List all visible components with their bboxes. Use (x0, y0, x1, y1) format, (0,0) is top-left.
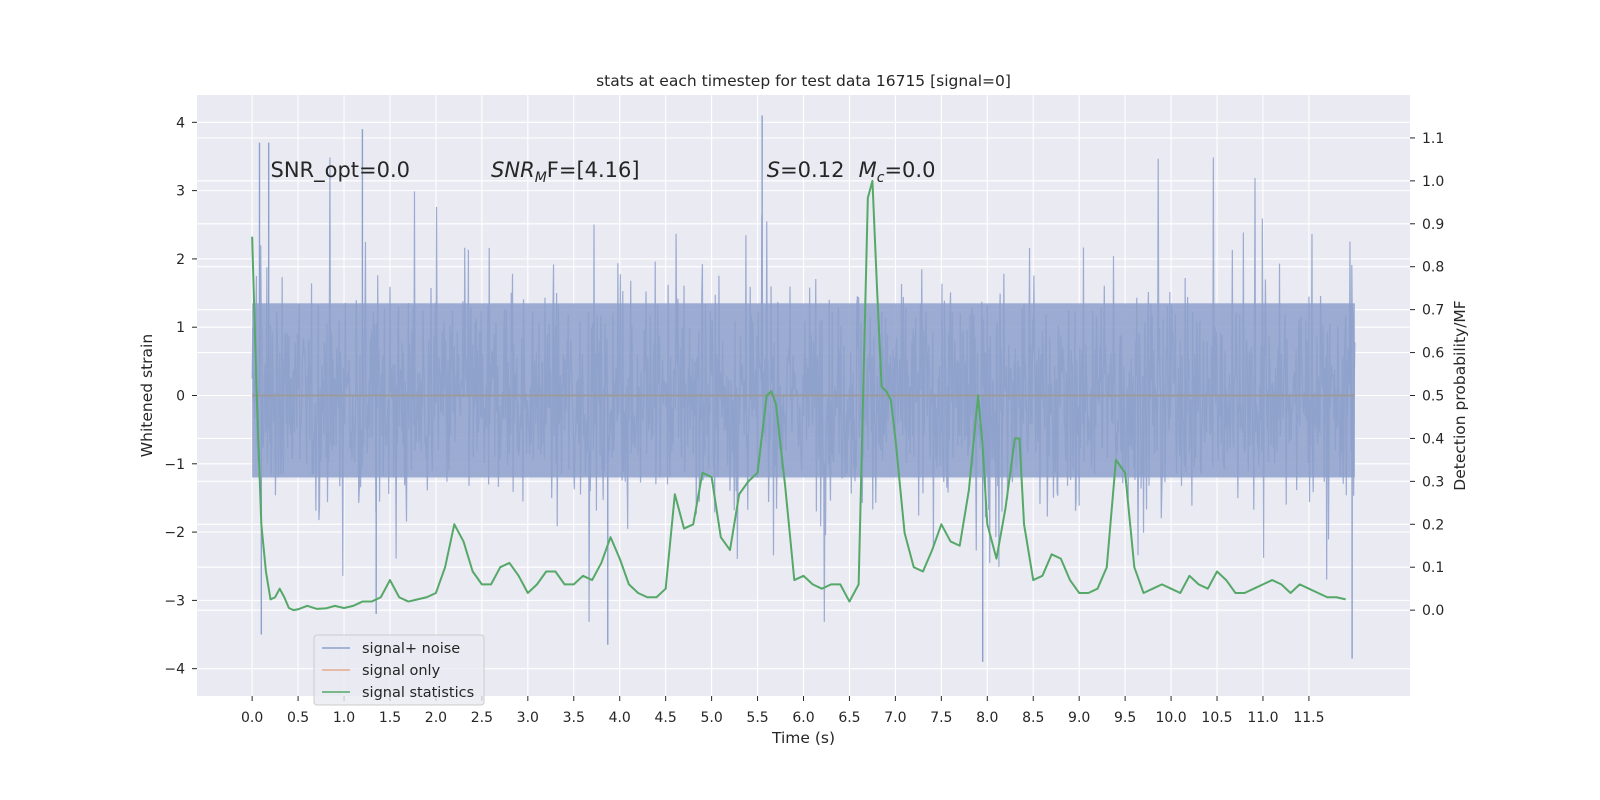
x-tick-label: 0.5 (287, 710, 309, 726)
y-tick-label: 4 (176, 115, 185, 131)
x-tick-label: 6.5 (838, 710, 860, 726)
legend: signal+ noise signal only signal statist… (313, 634, 485, 706)
x-tick-label: 9.5 (1114, 710, 1136, 726)
series-signal-statistics (251, 179, 1346, 612)
y2-tick-label: 1.0 (1422, 174, 1444, 190)
annotation-s: S=0.12 (767, 158, 845, 182)
x-tick-label: 10.5 (1201, 710, 1232, 726)
x-tick-label: 2.0 (425, 710, 447, 726)
annotation-snr-mf-main: SNR (491, 158, 535, 182)
y2-axis-ticks: 1.1 1.0 0.9 0.8 0.7 0.6 0.5 0.4 0.3 0.2 0.1 0.0 (1410, 131, 1444, 619)
y-tick-label: 0 (176, 389, 185, 405)
series-signal-noise (251, 115, 1356, 662)
x-tick-label: 3.5 (563, 710, 585, 726)
x-tick-label: 9.0 (1068, 710, 1090, 726)
x-tick-label: 5.5 (746, 710, 768, 726)
x-tick-label: 8.0 (976, 710, 998, 726)
x-tick-label: 4.5 (655, 710, 677, 726)
y-tick-label: −3 (164, 593, 185, 609)
y-tick-label: −4 (164, 662, 185, 678)
y2-tick-label: 0.0 (1422, 603, 1444, 619)
annotation-snr-opt: SNR_opt=0.0 (271, 158, 411, 183)
y-axis-ticks: 4 3 2 1 0 −1 −2 −3 −4 (164, 115, 197, 678)
y2-tick-label: 1.1 (1422, 131, 1444, 147)
x-tick-label: 3.0 (517, 710, 539, 726)
x-tick-label: 8.5 (1022, 710, 1044, 726)
y-axis-label: Whitened strain (138, 334, 156, 457)
annotation-snr-mf-rest: F=[4.16] (547, 158, 640, 182)
x-tick-label: 1.0 (333, 710, 355, 726)
y-tick-label: 1 (176, 320, 185, 336)
x-tick-label: 11.0 (1247, 710, 1278, 726)
y-tick-label: 3 (176, 184, 185, 200)
annotation-mc-main: M (859, 158, 877, 182)
x-tick-label: 7.0 (884, 710, 906, 726)
chart-title: stats at each timestep for test data 167… (596, 72, 1011, 90)
noise-trace (251, 157, 1356, 622)
annotations: SNR_opt=0.0 SNRMF=[4.16] S=0.12 Mc=0.0 (271, 158, 936, 186)
signal-statistics-line (251, 179, 1346, 612)
legend-box (313, 634, 485, 706)
x-tick-label: 6.0 (792, 710, 814, 726)
legend-label-signal-noise: signal+ noise (362, 641, 460, 657)
x-tick-label: 2.5 (471, 710, 493, 726)
annotation-snr-mf-sub: M (535, 170, 547, 186)
legend-label-signal-statistics: signal statistics (362, 685, 474, 701)
annotation-s-rest: =0.12 (780, 158, 844, 182)
y2-tick-label: 0.4 (1422, 431, 1444, 447)
x-tick-label: 10.0 (1155, 710, 1186, 726)
y2-tick-label: 0.1 (1422, 560, 1444, 576)
x-tick-label: 4.0 (609, 710, 631, 726)
annotation-mc: Mc=0.0 (859, 158, 936, 186)
y2-tick-label: 0.2 (1422, 517, 1444, 533)
annotation-mc-sub: c (877, 170, 885, 186)
y2-tick-label: 0.9 (1422, 217, 1444, 233)
y2-axis-label: Detection probability/MF (1451, 300, 1469, 491)
y-tick-label: 2 (176, 252, 185, 268)
x-axis-label: Time (s) (771, 729, 835, 747)
x-tick-label: 5.0 (700, 710, 722, 726)
legend-label-signal-only: signal only (362, 663, 441, 679)
x-tick-label: 7.5 (930, 710, 952, 726)
x-tick-label: 11.5 (1293, 710, 1324, 726)
y2-tick-label: 0.5 (1422, 389, 1444, 405)
y2-tick-label: 0.8 (1422, 260, 1444, 276)
x-tick-label: 0.0 (241, 710, 263, 726)
annotation-snr-mf: SNRMF=[4.16] (491, 158, 640, 186)
y2-tick-label: 0.7 (1422, 303, 1444, 319)
annotation-mc-rest: =0.0 (884, 158, 935, 182)
annotation-s-main: S (767, 158, 780, 182)
x-axis-ticks: 0.0 0.5 1.0 1.5 2.0 2.5 3.0 3.5 4.0 4.5 5.0 5.5 6.0 6… (241, 696, 1325, 726)
y2-tick-label: 0.6 (1422, 346, 1444, 362)
y-tick-label: −2 (164, 525, 185, 541)
x-tick-label: 1.5 (379, 710, 401, 726)
y2-tick-label: 0.3 (1422, 474, 1444, 490)
y-tick-label: −1 (164, 457, 185, 473)
